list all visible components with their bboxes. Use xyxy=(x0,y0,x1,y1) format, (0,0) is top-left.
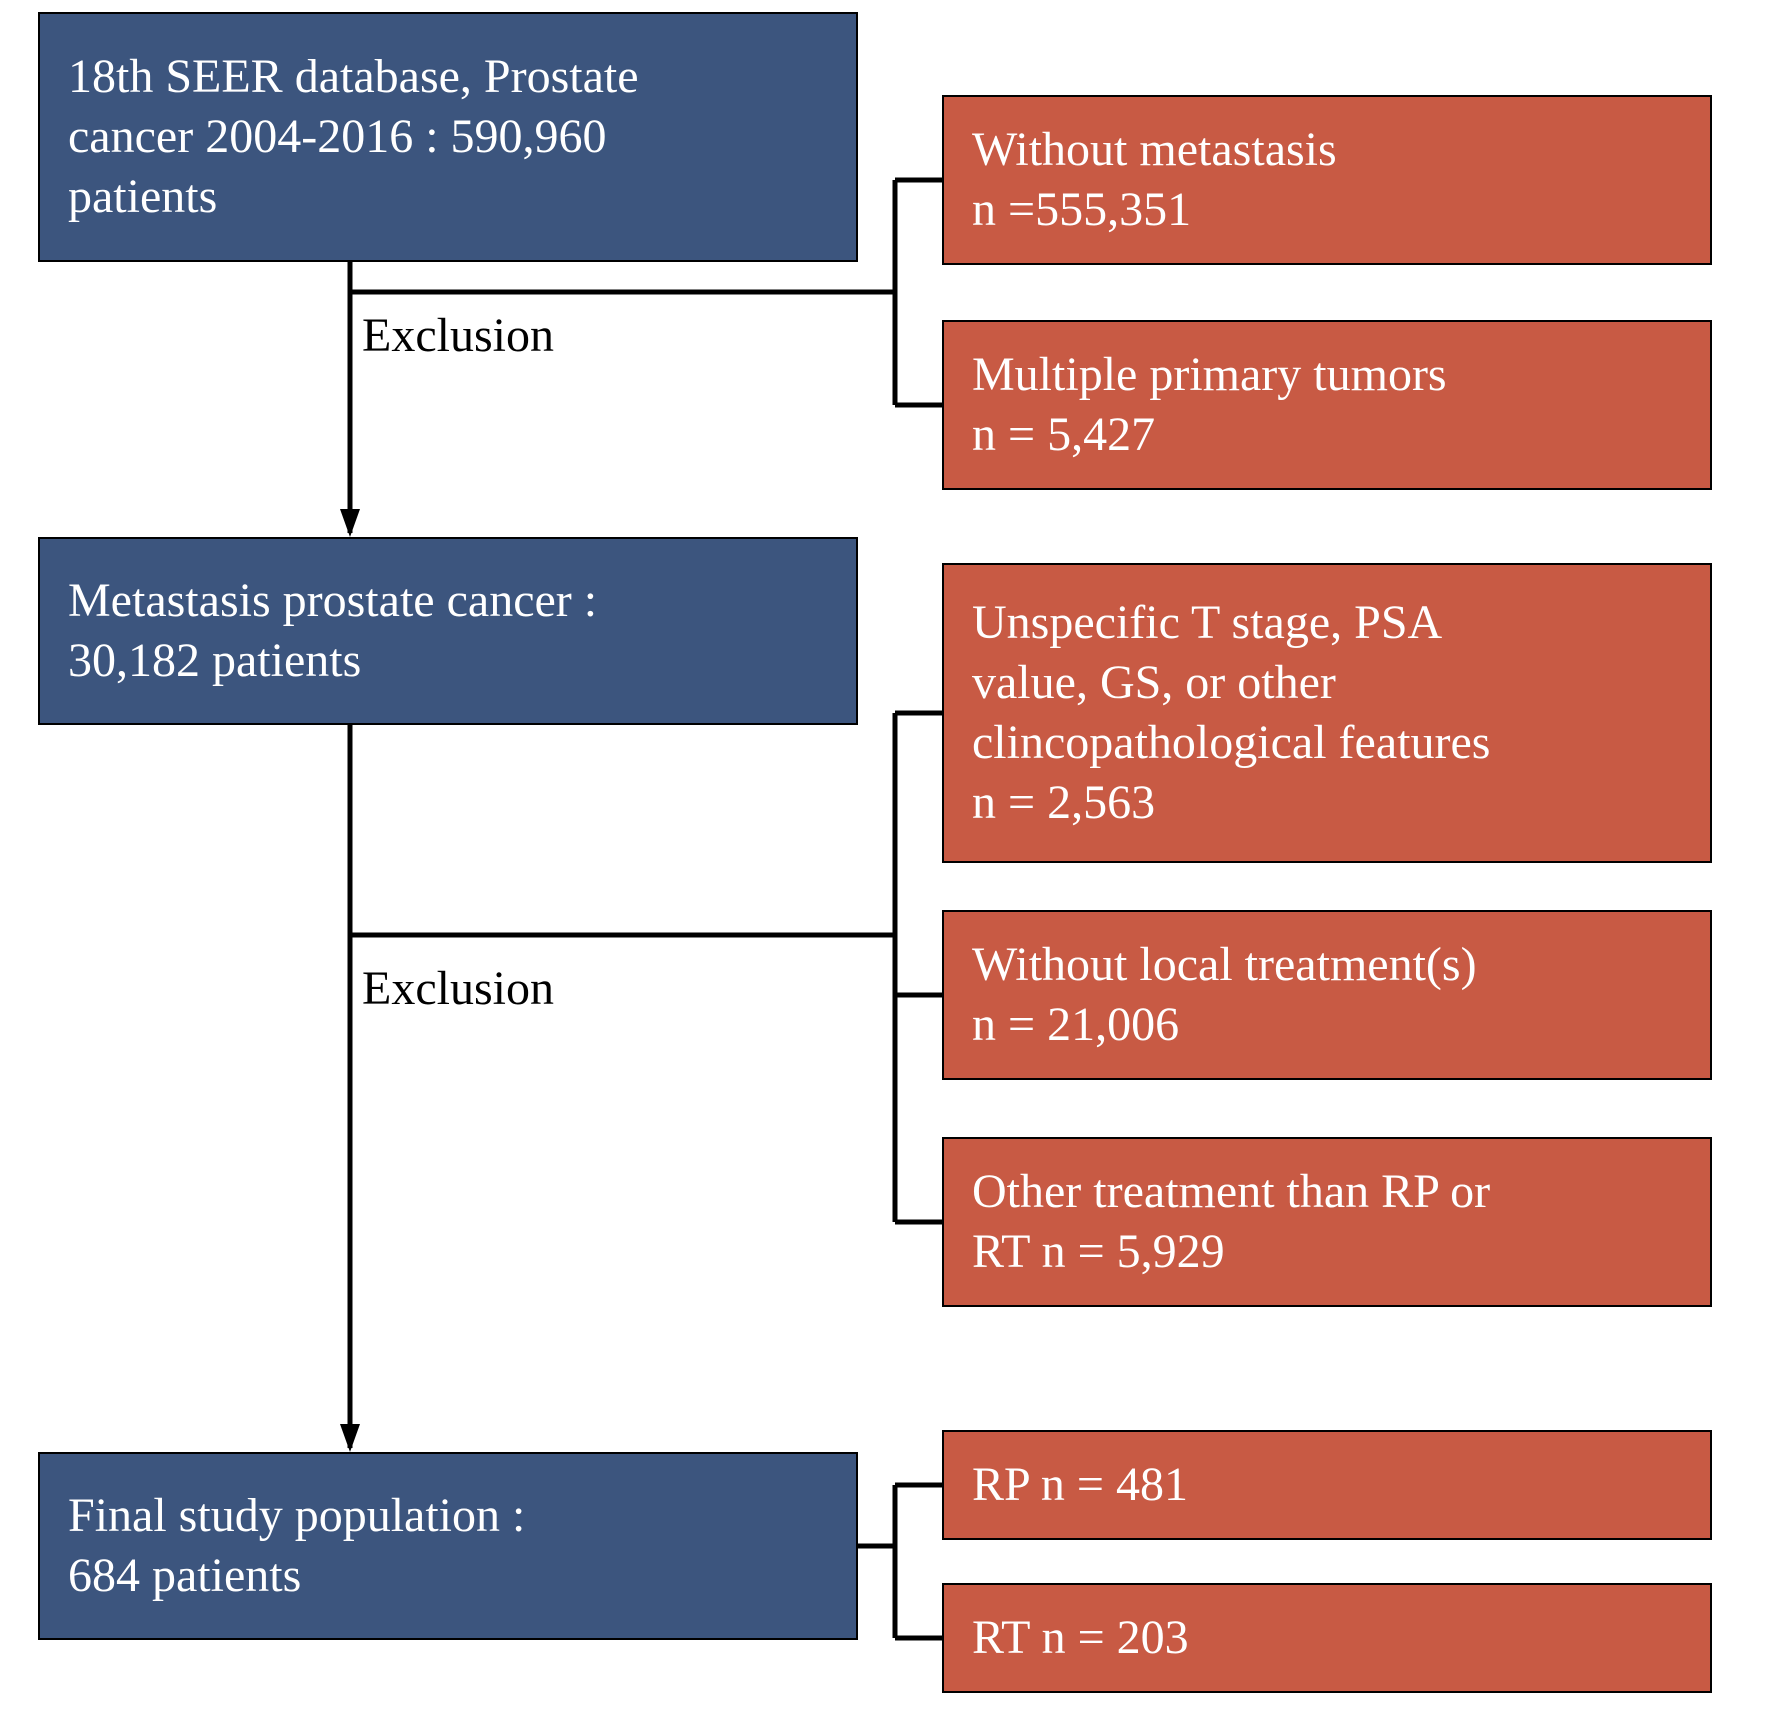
box-metastasis-line: 30,182 patients xyxy=(68,631,828,691)
box-final_rt-line: RT n = 203 xyxy=(972,1608,1682,1668)
box-start: 18th SEER database, Prostatecancer 2004-… xyxy=(38,12,858,262)
box-metastasis-line: Metastasis prostate cancer : xyxy=(68,571,828,631)
box-ex1a-line: Without metastasis xyxy=(972,120,1682,180)
box-start-line: patients xyxy=(68,167,828,227)
box-ex2c-line: Other treatment than RP or xyxy=(972,1162,1682,1222)
box-ex1a-line: n =555,351 xyxy=(972,180,1682,240)
box-final-line: 684 patients xyxy=(68,1546,828,1606)
box-ex2c: Other treatment than RP orRT n = 5,929 xyxy=(942,1137,1712,1307)
label-excl2: Exclusion xyxy=(362,961,554,1016)
box-start-line: cancer 2004-2016 : 590,960 xyxy=(68,107,828,167)
box-metastasis: Metastasis prostate cancer : 30,182 pati… xyxy=(38,537,858,725)
box-final_rp: RP n = 481 xyxy=(942,1430,1712,1540)
box-final_rp-line: RP n = 481 xyxy=(972,1455,1682,1515)
box-ex2c-line: RT n = 5,929 xyxy=(972,1222,1682,1282)
box-ex2a-line: value, GS, or other xyxy=(972,653,1682,713)
box-final: Final study population :684 patients xyxy=(38,1452,858,1640)
flowchart-canvas: 18th SEER database, Prostatecancer 2004-… xyxy=(0,0,1772,1709)
label-excl1: Exclusion xyxy=(362,308,554,363)
box-ex2a: Unspecific T stage, PSAvalue, GS, or oth… xyxy=(942,563,1712,863)
box-final_rt: RT n = 203 xyxy=(942,1583,1712,1693)
box-ex1b: Multiple primary tumorsn = 5,427 xyxy=(942,320,1712,490)
box-ex2b-line: n = 21,006 xyxy=(972,995,1682,1055)
box-ex2a-line: n = 2,563 xyxy=(972,773,1682,833)
box-ex2b-line: Without local treatment(s) xyxy=(972,935,1682,995)
box-ex1b-line: n = 5,427 xyxy=(972,405,1682,465)
box-ex2b: Without local treatment(s)n = 21,006 xyxy=(942,910,1712,1080)
box-ex2a-line: Unspecific T stage, PSA xyxy=(972,593,1682,653)
box-ex1a: Without metastasisn =555,351 xyxy=(942,95,1712,265)
box-ex1b-line: Multiple primary tumors xyxy=(972,345,1682,405)
box-ex2a-line: clincopathological features xyxy=(972,713,1682,773)
box-final-line: Final study population : xyxy=(68,1486,828,1546)
box-start-line: 18th SEER database, Prostate xyxy=(68,47,828,107)
